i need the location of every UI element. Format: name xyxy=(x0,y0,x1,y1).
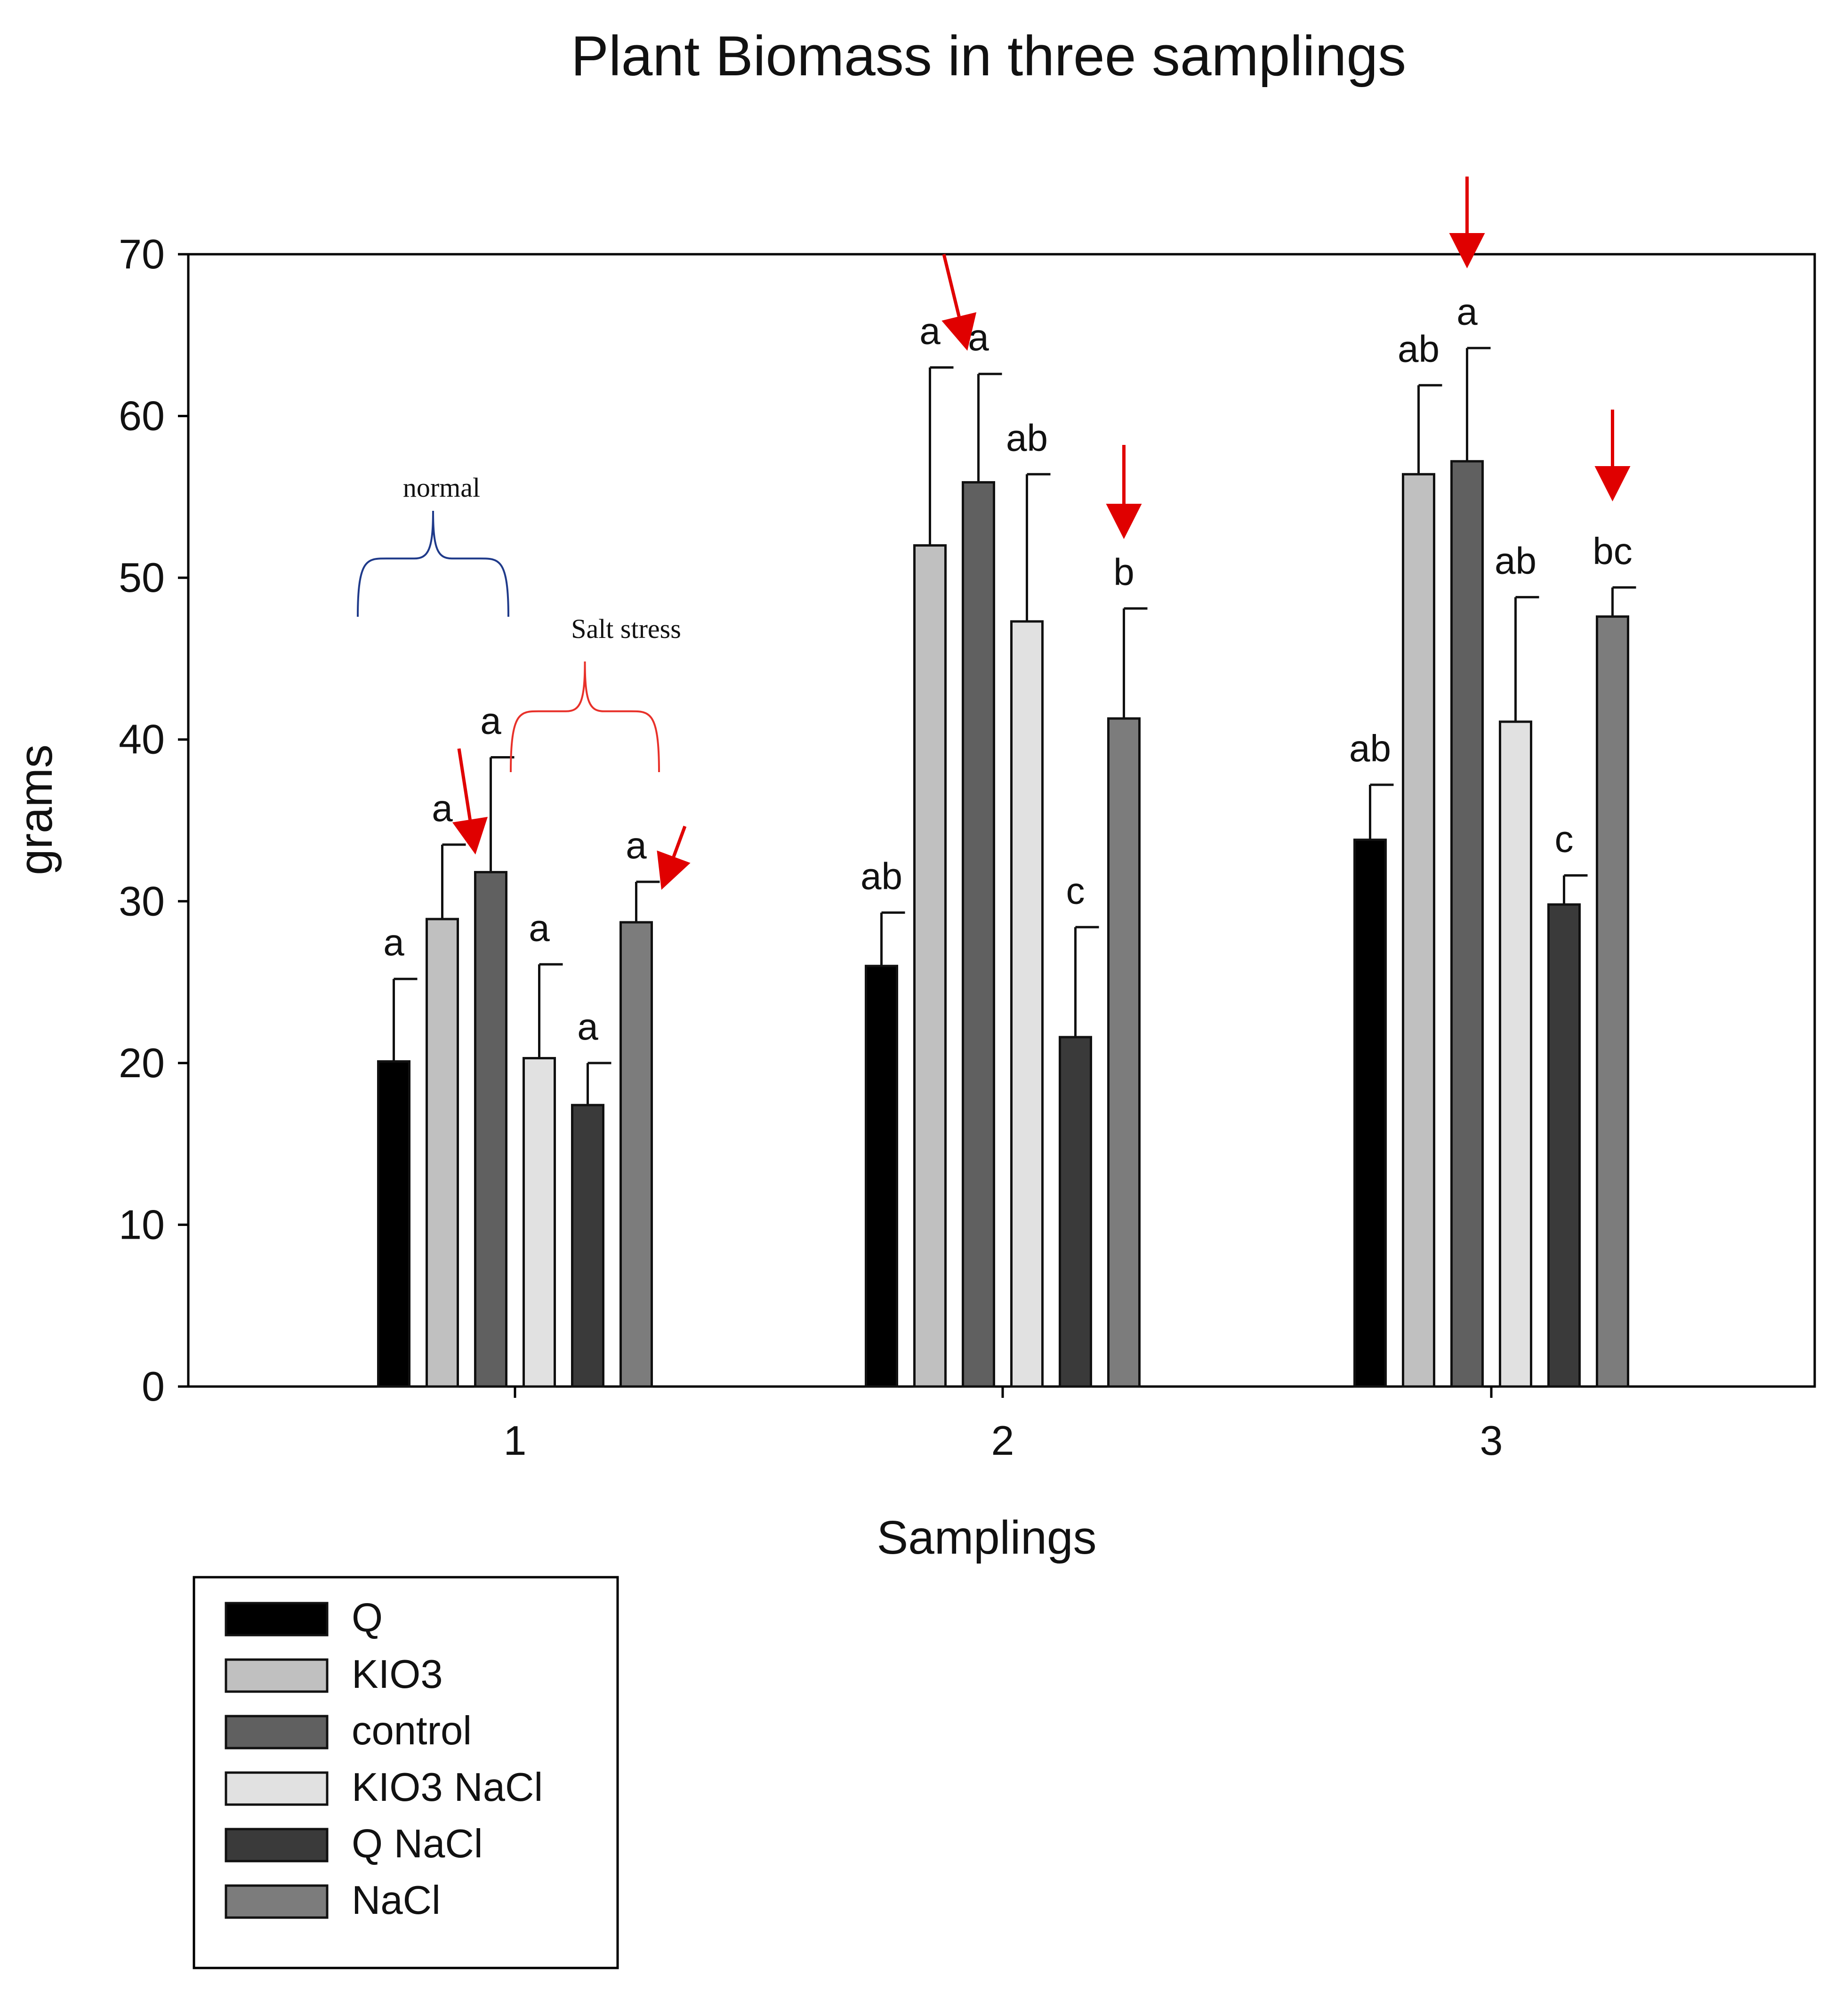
arrow-shaft xyxy=(942,254,961,317)
legend-item: Q NaCl xyxy=(225,1822,483,1866)
arrow-head xyxy=(1594,466,1631,501)
red-arrow-2-control xyxy=(941,254,977,351)
y-tick-label: 50 xyxy=(119,554,165,601)
significance-letter: ab xyxy=(1349,727,1391,769)
bar-kio3-nacl-1 xyxy=(523,1057,556,1388)
legend-label: KIO3 xyxy=(352,1652,443,1697)
bar-kio3-1 xyxy=(426,918,459,1388)
bar-q-nacl-2 xyxy=(1059,1036,1092,1388)
red-arrow-1-nacl xyxy=(657,825,691,890)
legend-swatch xyxy=(225,1658,329,1693)
significance-letter: a xyxy=(626,824,647,866)
red-arrow-1-control xyxy=(452,748,488,855)
y-tick-label: 70 xyxy=(119,231,165,277)
y-tick-label: 30 xyxy=(119,878,165,924)
y-axis-label: grams xyxy=(9,744,62,875)
significance-letter: ab xyxy=(861,855,902,897)
legend: Q KIO3 control KIO3 NaCl Q NaCl NaCl xyxy=(193,1576,619,1969)
bar-kio3-nacl-2 xyxy=(1010,620,1044,1388)
significance-letter: ab xyxy=(1398,328,1440,370)
legend-label: NaCl xyxy=(352,1878,441,1923)
significance-letter: c xyxy=(1066,870,1085,911)
significance-letter: a xyxy=(432,787,453,829)
bar-q-nacl-1 xyxy=(571,1104,604,1388)
legend-item: KIO3 xyxy=(225,1652,443,1697)
legend-swatch xyxy=(225,1828,329,1863)
bar-control-3 xyxy=(1450,460,1484,1388)
arrow-head xyxy=(452,817,488,855)
y-tick-label: 0 xyxy=(142,1363,165,1410)
bar-kio3-2 xyxy=(913,544,947,1388)
legend-item: Q xyxy=(225,1596,383,1640)
significance-letter: b xyxy=(1113,551,1134,593)
annotations-layer: normal Salt stress xyxy=(357,177,1631,890)
y-tick-label: 60 xyxy=(119,393,165,439)
legend-item: NaCl xyxy=(225,1878,441,1923)
significance-letter: bc xyxy=(1593,530,1633,572)
chart-title: Plant Biomass in three samplings xyxy=(571,24,1406,88)
significance-letter: a xyxy=(529,907,550,949)
significance-letter: a xyxy=(577,1006,598,1048)
bar-kio3-nacl-3 xyxy=(1499,720,1532,1388)
significance-letter: a xyxy=(480,700,501,742)
significance-letter: c xyxy=(1555,818,1574,860)
legend-swatch xyxy=(225,1771,329,1806)
bar-control-1 xyxy=(474,871,507,1388)
legend-label: Q NaCl xyxy=(352,1822,483,1866)
bracket-normal xyxy=(357,510,509,617)
red-arrow-3-control xyxy=(1449,177,1485,268)
significance-letter: a xyxy=(383,921,404,963)
bar-kio3-3 xyxy=(1402,473,1435,1388)
bar-q-nacl-3 xyxy=(1547,903,1581,1388)
salt-stress-label: Salt stress xyxy=(571,613,681,644)
bar-control-2 xyxy=(962,481,995,1388)
significance-letter: a xyxy=(919,310,941,352)
y-tick-label: 20 xyxy=(119,1040,165,1086)
arrow-head xyxy=(941,312,977,351)
x-tick-label: 3 xyxy=(1480,1417,1503,1464)
significance-letter: ab xyxy=(1495,540,1536,581)
arrow-head xyxy=(1449,233,1485,268)
legend-item: control xyxy=(225,1709,472,1753)
x-tick-label: 2 xyxy=(991,1417,1014,1464)
significance-letter: ab xyxy=(1006,417,1048,459)
arrow-head xyxy=(1106,504,1142,539)
legend-label: control xyxy=(352,1709,472,1753)
bar-nacl-2 xyxy=(1107,717,1141,1388)
normal-label: normal xyxy=(403,472,480,503)
arrow-shaft xyxy=(672,825,687,857)
bar-nacl-3 xyxy=(1596,615,1629,1388)
legend-label: KIO3 NaCl xyxy=(352,1765,543,1810)
y-tick-label: 40 xyxy=(119,716,165,763)
y-tick-label: 10 xyxy=(119,1201,165,1248)
legend-swatch xyxy=(225,1602,329,1637)
arrow-head xyxy=(657,850,691,890)
bar-q-2 xyxy=(865,965,898,1388)
bar-q-3 xyxy=(1353,839,1387,1388)
legend-swatch xyxy=(225,1715,329,1750)
legend-swatch xyxy=(225,1884,329,1919)
legend-item: KIO3 NaCl xyxy=(225,1765,543,1810)
x-axis-label: Samplings xyxy=(877,1511,1097,1564)
red-arrow-2-nacl xyxy=(1106,445,1142,539)
arrow-shaft xyxy=(457,748,472,820)
bracket-salt-stress xyxy=(510,661,660,773)
legend-label: Q xyxy=(352,1596,383,1640)
red-arrow-3-nacl xyxy=(1594,410,1631,501)
bar-q-1 xyxy=(377,1060,410,1388)
significance-letter: a xyxy=(1456,290,1478,332)
bar-nacl-1 xyxy=(619,921,653,1388)
x-tick-label: 1 xyxy=(504,1417,527,1464)
